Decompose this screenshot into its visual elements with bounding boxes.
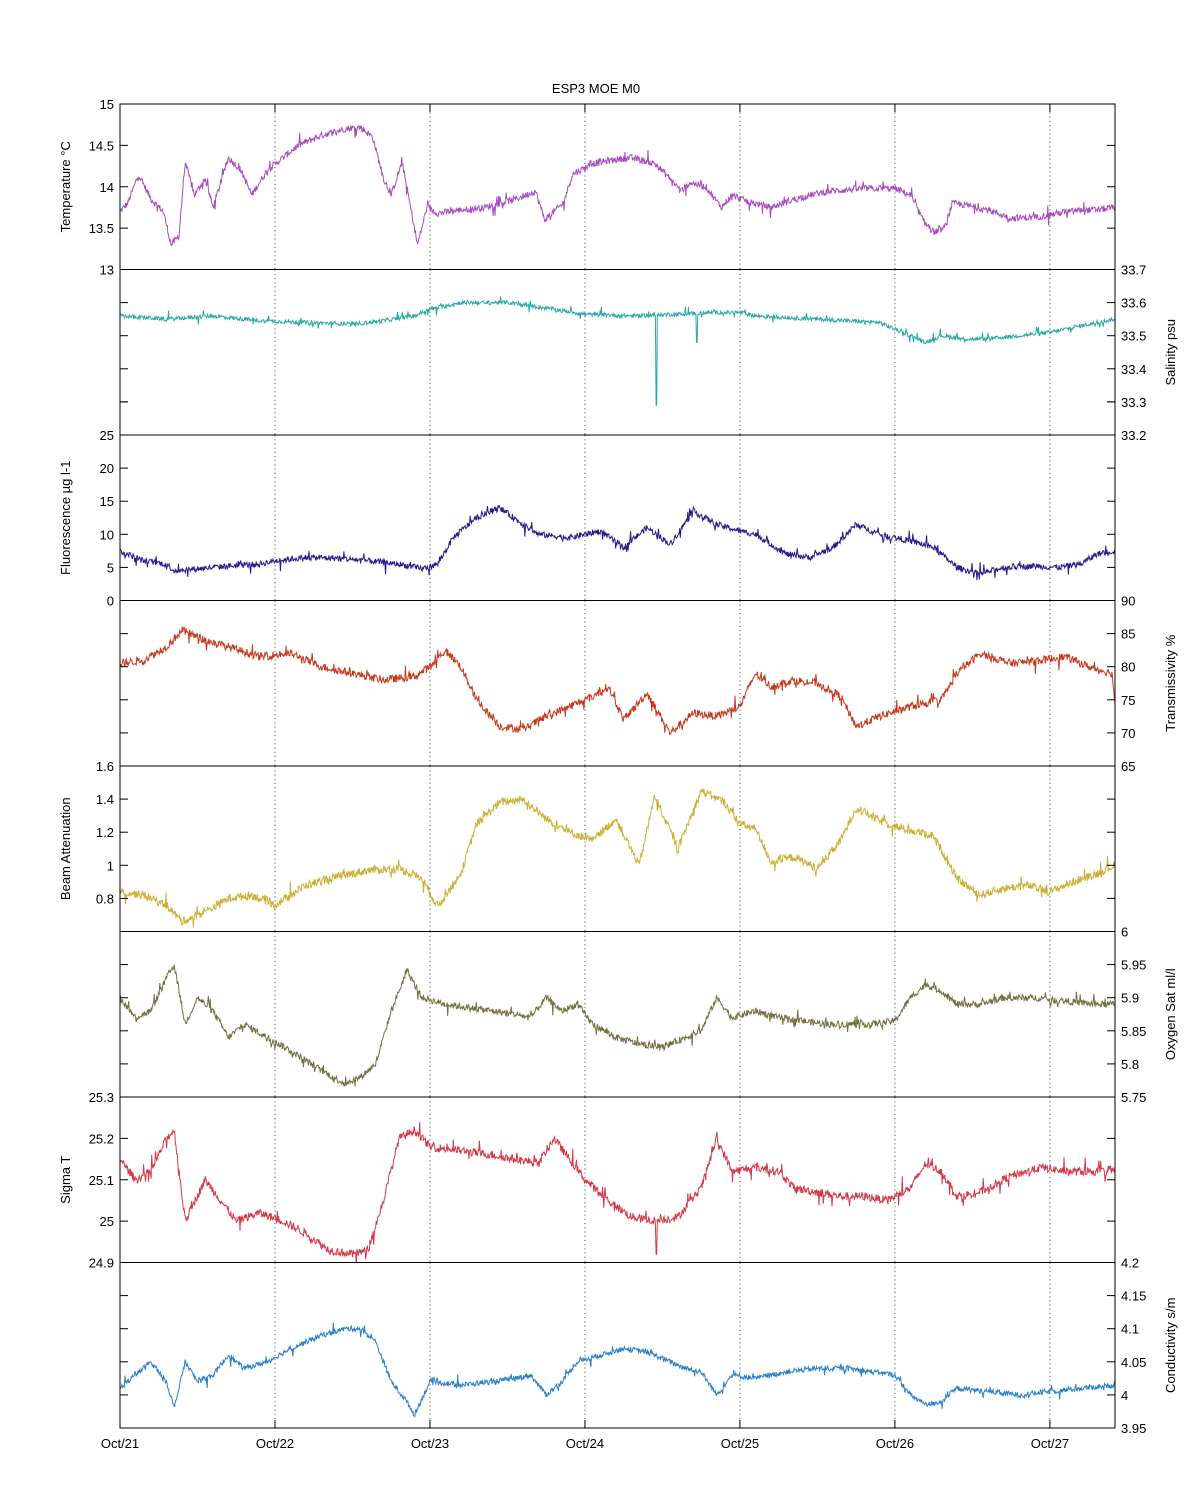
ylabel-conductivity: Conductivity s/m bbox=[1163, 1298, 1178, 1393]
ytick-label: 1 bbox=[107, 858, 114, 873]
ytick-label: 65 bbox=[1121, 759, 1135, 774]
x-axis: Oct/21 Oct/22 Oct/23 Oct/24 Oct/25 Oct/26 Oct/… bbox=[101, 104, 1069, 1451]
ytick-label: 5.75 bbox=[1121, 1090, 1146, 1105]
frame-temperature bbox=[119, 103, 1116, 270]
ytick-label: 85 bbox=[1121, 627, 1135, 642]
series-temperature bbox=[120, 124, 1115, 247]
ylabel-salinity: Salinity psu bbox=[1163, 319, 1178, 385]
panel-sigma: 25.3 25.2 25.1 25 24.9 Sigma T bbox=[58, 1090, 1116, 1271]
ytick-label: 14 bbox=[100, 180, 114, 195]
series-transmissivity bbox=[120, 626, 1115, 735]
ytick-label: 5.85 bbox=[1121, 1024, 1146, 1039]
ytick-label: 4.1 bbox=[1121, 1322, 1139, 1337]
xtick-label: Oct/23 bbox=[411, 1436, 449, 1451]
ytick-label: 0.8 bbox=[96, 891, 114, 906]
series-sigma bbox=[120, 1122, 1115, 1263]
ytick-label: 1.6 bbox=[96, 759, 114, 774]
xtick-label: Oct/25 bbox=[721, 1436, 759, 1451]
frame-conductivity bbox=[119, 1262, 1116, 1429]
ytick-label: 25 bbox=[100, 428, 114, 443]
ytick-label: 33.3 bbox=[1121, 395, 1146, 410]
series-salinity bbox=[120, 296, 1115, 406]
ytick-label: 15 bbox=[100, 494, 114, 509]
ytick-label: 3.95 bbox=[1121, 1421, 1146, 1436]
xtick-label: Oct/24 bbox=[566, 1436, 604, 1451]
ytick-label: 0 bbox=[107, 594, 114, 609]
ytick-label: 6 bbox=[1121, 925, 1128, 940]
series-conductivity bbox=[120, 1322, 1115, 1418]
ytick-label: 33.5 bbox=[1121, 329, 1146, 344]
ytick-label: 13.5 bbox=[89, 221, 114, 236]
series-oxygen bbox=[120, 964, 1115, 1087]
ytick-label: 4 bbox=[1121, 1388, 1128, 1403]
ytick-label: 5.8 bbox=[1121, 1057, 1139, 1072]
ytick-label: 13 bbox=[100, 263, 114, 278]
ytick-label: 5.9 bbox=[1121, 991, 1139, 1006]
ytick-label: 20 bbox=[100, 461, 114, 476]
ytick-label: 4.2 bbox=[1121, 1256, 1139, 1271]
xtick-label: Oct/27 bbox=[1031, 1436, 1069, 1451]
frame-salinity bbox=[119, 269, 1116, 436]
ytick-label: 33.4 bbox=[1121, 362, 1146, 377]
xtick-label: Oct/22 bbox=[256, 1436, 294, 1451]
ytick-label: 75 bbox=[1121, 693, 1135, 708]
ytick-label: 1.2 bbox=[96, 825, 114, 840]
series-beam bbox=[120, 787, 1115, 927]
xtick-label: Oct/21 bbox=[101, 1436, 139, 1451]
ytick-label: 24.9 bbox=[89, 1256, 114, 1271]
ytick-label: 1.4 bbox=[96, 792, 114, 807]
ytick-label: 33.7 bbox=[1121, 263, 1146, 278]
ytick-label: 33.2 bbox=[1121, 428, 1146, 443]
ytick-label: 25.1 bbox=[89, 1173, 114, 1188]
frame-fluorescence bbox=[119, 434, 1116, 601]
ylabel-fluorescence: Fluorescence µg l-1 bbox=[58, 461, 73, 575]
frame-sigma bbox=[119, 1096, 1116, 1263]
ytick-label: 33.6 bbox=[1121, 296, 1146, 311]
panel-oxygen: 6 5.95 5.9 5.85 5.8 5.75 Oxygen Sat ml/l bbox=[119, 925, 1178, 1105]
ytick-label: 4.05 bbox=[1121, 1355, 1146, 1370]
ylabel-oxygen: Oxygen Sat ml/l bbox=[1163, 968, 1178, 1060]
ytick-label: 70 bbox=[1121, 726, 1135, 741]
frame-beam bbox=[119, 765, 1116, 932]
ytick-label: 25 bbox=[100, 1214, 114, 1229]
ytick-label: 80 bbox=[1121, 660, 1135, 675]
ylabel-temperature: Temperature °C bbox=[58, 141, 73, 232]
frame-transmissivity bbox=[119, 600, 1116, 767]
panel-conductivity: 4.2 4.15 4.1 4.05 4 3.95 Conductivity s/m bbox=[119, 1256, 1178, 1436]
ylabel-beam: Beam Attenuation bbox=[58, 797, 73, 900]
ytick-label: 15 bbox=[100, 97, 114, 112]
ytick-label: 5.95 bbox=[1121, 958, 1146, 973]
panel-fluorescence: 25 20 15 10 5 0 Fluorescence µg l-1 bbox=[58, 428, 1116, 609]
panel-beam: 1.6 1.4 1.2 1 0.8 Beam Attenuation bbox=[58, 759, 1116, 932]
ylabel-transmissivity: Transmissivity % bbox=[1163, 634, 1178, 731]
ytick-label: 10 bbox=[100, 527, 114, 542]
ytick-label: 14.5 bbox=[89, 138, 114, 153]
ytick-label: 90 bbox=[1121, 594, 1135, 609]
ytick-label: 25.2 bbox=[89, 1131, 114, 1146]
series-fluorescence bbox=[120, 504, 1115, 581]
panel-transmissivity: 90 85 80 75 70 65 Transmissivity % bbox=[119, 594, 1178, 774]
chart-title: ESP3 MOE M0 bbox=[552, 81, 640, 96]
ytick-label: 4.15 bbox=[1121, 1289, 1146, 1304]
panel-temperature: 15 14.5 14 13.5 13 Temperature °C bbox=[58, 97, 1116, 278]
ytick-label: 5 bbox=[107, 560, 114, 575]
xtick-label: Oct/26 bbox=[876, 1436, 914, 1451]
ytick-label: 25.3 bbox=[89, 1090, 114, 1105]
ylabel-sigma: Sigma T bbox=[58, 1156, 73, 1204]
frame-oxygen bbox=[119, 931, 1116, 1098]
panel-salinity: 33.7 33.6 33.5 33.4 33.3 33.2 Salinity psu bbox=[119, 263, 1178, 443]
